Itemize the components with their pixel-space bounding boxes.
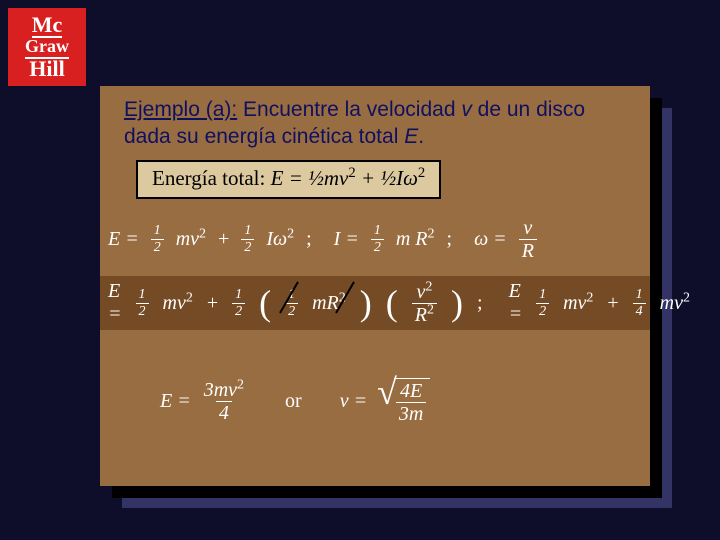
r1-semi1: ; bbox=[306, 228, 312, 251]
r1-plus: + bbox=[218, 228, 229, 251]
box-omega: ω bbox=[403, 166, 418, 190]
r2-semi: ; bbox=[477, 292, 483, 315]
r1-half-b: 12 bbox=[241, 224, 254, 255]
r2-mv1: mv2 bbox=[163, 292, 193, 315]
r3-frac: 3mv2 4 bbox=[201, 380, 247, 423]
total-energy-box: Energía total: E = ½mv2 + ½Iω2 bbox=[136, 160, 441, 199]
r1-E: E = bbox=[108, 228, 139, 251]
content-panel: Ejemplo (a): Encuentre la velocidad v de… bbox=[100, 86, 650, 486]
r1-semi2: ; bbox=[447, 228, 453, 251]
problem-statement: Ejemplo (a): Encuentre la velocidad v de… bbox=[124, 96, 634, 151]
r3-right: v = √ 4E 3m bbox=[340, 378, 431, 424]
example-label: Ejemplo (a): bbox=[124, 98, 237, 121]
r3-v: v = bbox=[340, 390, 367, 413]
box-eq-1: E = ½mv bbox=[271, 166, 349, 190]
var-E: E bbox=[404, 125, 418, 148]
r3-sqrt: √ 4E 3m bbox=[377, 378, 430, 424]
r1-mv: mv2 bbox=[176, 228, 206, 251]
r3-E: E = bbox=[160, 390, 191, 413]
energy-label: Energía total: bbox=[152, 166, 271, 190]
box-sup-1: 2 bbox=[348, 165, 355, 181]
r1-Iw: Iω2 bbox=[266, 228, 294, 251]
equation-row-2: E = 12 mv2 + 12 ( 12 mR2 ) ( v2 R2 ) ; E… bbox=[100, 276, 650, 330]
r2-mv2: mv2 bbox=[563, 292, 593, 315]
r1-half-c: 12 bbox=[371, 224, 384, 255]
r1-mR: m R2 bbox=[396, 228, 435, 251]
r2-E1: E = bbox=[108, 280, 122, 326]
r3-frac2: 4E 3m bbox=[396, 381, 426, 424]
r2-quarter: 14 bbox=[633, 288, 646, 319]
var-v: v bbox=[461, 98, 472, 121]
logo-line3: Hill bbox=[29, 59, 64, 80]
r2-plus1: + bbox=[207, 292, 218, 315]
r2-vR: v2 R2 bbox=[412, 282, 437, 325]
equation-row-1: E = 12 mv2 + 12 Iω2 ; I = 12 m R2 ; ω = … bbox=[108, 218, 642, 261]
r2-half-a: 12 bbox=[136, 288, 149, 319]
box-plus: + ½I bbox=[356, 166, 403, 190]
problem-text-1: Encuentre la velocidad bbox=[237, 98, 461, 121]
r2-plus2: + bbox=[607, 292, 618, 315]
mcgraw-hill-logo: Mc Graw Hill bbox=[8, 8, 86, 86]
r1-w: ω = bbox=[474, 228, 507, 251]
r2-mv3: mv2 bbox=[660, 292, 690, 315]
r3-left: E = 3mv2 4 bbox=[160, 380, 247, 423]
box-sup-2: 2 bbox=[418, 165, 425, 181]
r3-or: or bbox=[285, 390, 302, 413]
r2-E2: E = bbox=[509, 280, 523, 326]
r1-half-a: 12 bbox=[151, 224, 164, 255]
logo-line1: Mc bbox=[32, 15, 63, 39]
problem-period: . bbox=[418, 125, 424, 148]
r1-I: I = bbox=[334, 228, 359, 251]
r2-half-d: 12 bbox=[536, 288, 549, 319]
r2-half-b: 12 bbox=[232, 288, 245, 319]
equation-row-3: E = 3mv2 4 or v = √ 4E 3m bbox=[160, 378, 630, 424]
r1-vR: vR bbox=[519, 218, 537, 261]
